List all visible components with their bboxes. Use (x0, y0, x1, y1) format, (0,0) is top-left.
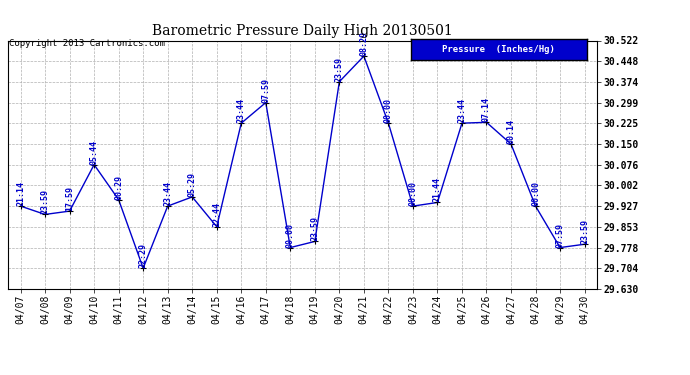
Text: 05:29: 05:29 (188, 172, 197, 197)
Text: 08:29: 08:29 (359, 31, 368, 56)
Text: 23:59: 23:59 (41, 189, 50, 214)
Text: 07:14: 07:14 (482, 98, 491, 122)
Text: 05:44: 05:44 (90, 140, 99, 165)
Text: 23:59: 23:59 (335, 57, 344, 82)
Text: 17:59: 17:59 (65, 186, 74, 211)
Text: 22:44: 22:44 (213, 202, 221, 226)
Text: 07:59: 07:59 (262, 78, 270, 103)
Text: Copyright 2013 Cartronics.com: Copyright 2013 Cartronics.com (9, 39, 165, 48)
Text: 00:14: 00:14 (506, 119, 515, 144)
Text: 07:59: 07:59 (555, 222, 564, 248)
Text: 23:59: 23:59 (310, 216, 319, 242)
Text: 23:44: 23:44 (237, 98, 246, 123)
Text: 23:44: 23:44 (457, 98, 466, 123)
Text: 00:00: 00:00 (384, 98, 393, 123)
Text: 00:29: 00:29 (114, 175, 123, 200)
Text: Pressure  (Inches/Hg): Pressure (Inches/Hg) (442, 45, 555, 54)
Text: 23:59: 23:59 (580, 219, 589, 244)
Text: 00:00: 00:00 (286, 222, 295, 248)
Text: 22:29: 22:29 (139, 243, 148, 268)
Text: 21:44: 21:44 (433, 177, 442, 203)
Text: 00:00: 00:00 (531, 181, 540, 206)
Title: Barometric Pressure Daily High 20130501: Barometric Pressure Daily High 20130501 (152, 24, 453, 38)
Text: 21:14: 21:14 (16, 181, 25, 206)
Text: 23:44: 23:44 (163, 181, 172, 206)
Text: 00:00: 00:00 (408, 181, 417, 206)
